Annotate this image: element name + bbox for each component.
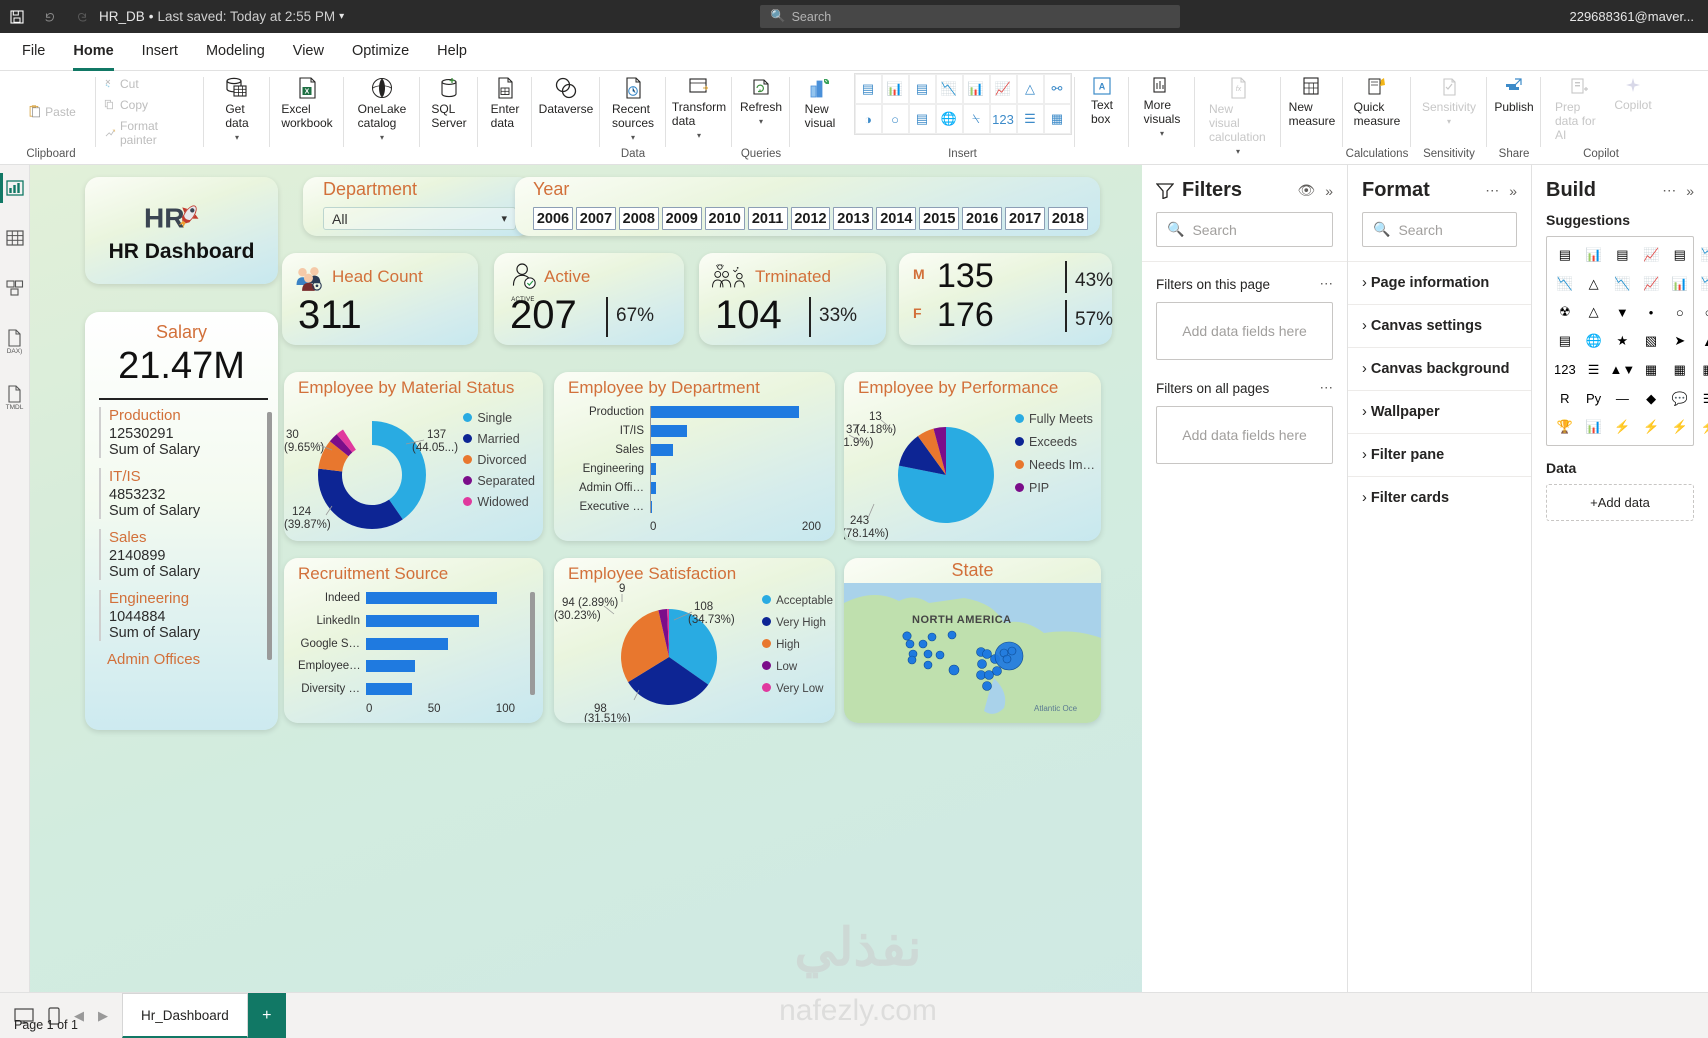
svg-text:(78.14%): (78.14%)	[844, 528, 889, 540]
svg-text:30: 30	[286, 429, 299, 441]
svg-text:HR: HR	[144, 202, 185, 233]
svg-text:nafezly.com: nafezly.com	[779, 994, 937, 1027]
svg-text:9: 9	[619, 583, 625, 595]
svg-text:137: 137	[427, 429, 446, 441]
svg-text:X: X	[305, 88, 310, 95]
svg-text:37: 37	[846, 424, 859, 436]
svg-text:نفذلي: نفذلي	[794, 919, 921, 979]
svg-text:13: 13	[869, 411, 882, 423]
svg-text:(11.9%): (11.9%)	[844, 437, 874, 449]
svg-text:124: 124	[292, 506, 312, 518]
svg-text:(31.51%): (31.51%)	[584, 713, 631, 722]
svg-text:94 (2.89%): 94 (2.89%)	[562, 597, 618, 609]
svg-text:Atlantic Oce: Atlantic Oce	[1034, 704, 1078, 713]
svg-text:(34.73%): (34.73%)	[688, 614, 735, 626]
svg-text:(44.05...): (44.05...)	[412, 442, 458, 454]
svg-text:(9.65%): (9.65%)	[284, 442, 324, 454]
svg-text:(39.87%): (39.87%)	[284, 519, 331, 531]
svg-text:A: A	[1099, 82, 1106, 92]
svg-text:108: 108	[694, 601, 713, 613]
svg-text:fx: fx	[1236, 86, 1242, 93]
svg-text:NORTH AMERICA: NORTH AMERICA	[912, 614, 1012, 626]
svg-text:(30.23%): (30.23%)	[554, 610, 601, 622]
svg-text:243: 243	[850, 515, 869, 527]
svg-text:(4.18%): (4.18%)	[856, 424, 896, 436]
